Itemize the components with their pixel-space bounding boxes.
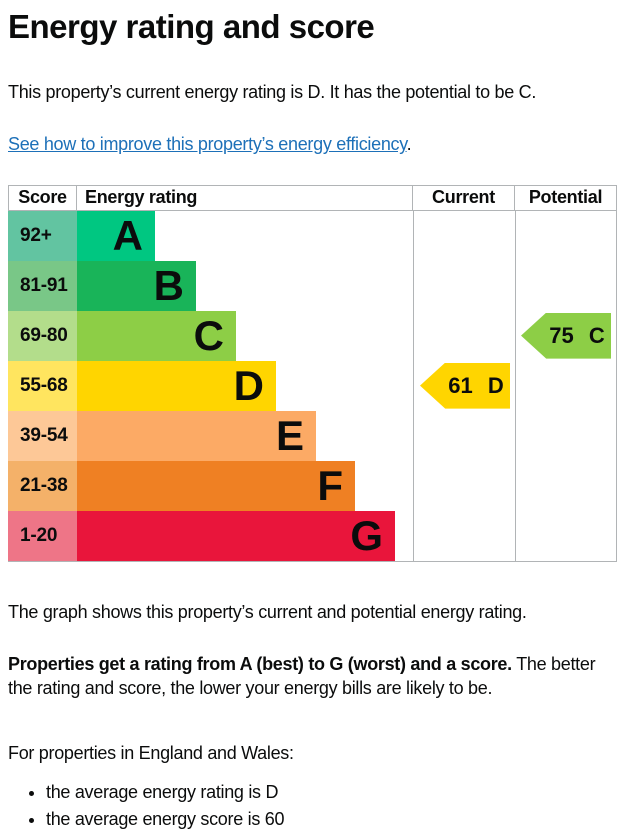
rating-cell-E: E	[77, 410, 413, 461]
list-item-average-score: the average energy score is 60	[46, 806, 624, 833]
potential-cell-A	[515, 210, 617, 261]
band-bar-B: B	[77, 260, 196, 311]
rating-cell-B: B	[77, 260, 413, 311]
improve-link-line: See how to improve this property’s energ…	[8, 132, 624, 156]
rating-explainer: Properties get a rating from A (best) to…	[8, 652, 624, 701]
band-bar-C: C	[77, 310, 236, 361]
list-item-average-rating: the average energy rating is D	[46, 779, 624, 806]
band-letter-E: E	[275, 411, 304, 459]
current-cell-A	[413, 210, 515, 261]
current-cell-D: 61 D	[413, 360, 515, 411]
current-cell-B	[413, 260, 515, 311]
band-letter-C: C	[193, 311, 224, 359]
page-title: Energy rating and score	[8, 8, 375, 45]
chart-body: 92+ A 81-91 B 69-80 C 75 C 55-68 D 61 D 39-54 E 21-3…	[8, 210, 617, 562]
score-label-D: 55-68	[8, 360, 77, 411]
current-rating-label: 61 D	[448, 372, 504, 398]
band-row-G: 1-20 G	[8, 510, 617, 561]
current-cell-G	[413, 510, 515, 561]
potential-column-header: Potential	[514, 185, 616, 210]
potential-rating-arrow: 75 C	[521, 312, 611, 359]
band-letter-A: A	[112, 211, 143, 259]
band-letter-F: F	[317, 461, 343, 509]
potential-cell-B	[515, 260, 617, 311]
rating-cell-F: F	[77, 460, 413, 511]
rating-cell-D: D	[77, 360, 413, 411]
rating-explainer-bold: Properties get a rating from A (best) to…	[8, 653, 512, 674]
chart-header-row: Score Energy rating Current Potential	[8, 184, 617, 211]
potential-cell-E	[515, 410, 617, 461]
band-bar-A: A	[77, 210, 155, 261]
band-bar-E: E	[77, 410, 316, 461]
energy-rating-chart: Score Energy rating Current Potential 92…	[8, 184, 617, 562]
band-bar-F: F	[77, 460, 355, 511]
score-label-C: 69-80	[8, 310, 77, 361]
band-row-E: 39-54 E	[8, 410, 617, 461]
potential-cell-C: 75 C	[515, 310, 617, 361]
band-row-A: 92+ A	[8, 210, 617, 261]
current-cell-C	[413, 310, 515, 361]
averages-list: the average energy rating is D the avera…	[8, 779, 624, 833]
score-column-header: Score	[9, 185, 77, 210]
band-row-B: 81-91 B	[8, 260, 617, 311]
region-heading: For properties in England and Wales:	[8, 743, 294, 764]
current-cell-E	[413, 410, 515, 461]
improve-link[interactable]: See how to improve this property’s energ…	[8, 134, 407, 155]
current-rating-arrow: 61 D	[420, 362, 510, 409]
intro-text: This property’s current energy rating is…	[8, 82, 537, 102]
band-letter-B: B	[153, 261, 184, 309]
current-cell-F	[413, 460, 515, 511]
band-row-F: 21-38 F	[8, 460, 617, 511]
potential-cell-G	[515, 510, 617, 561]
graph-caption: The graph shows this property’s current …	[8, 601, 527, 622]
rating-explainer-rest: The better the rating and score, the low…	[8, 653, 596, 699]
band-row-C: 69-80 C 75 C	[8, 310, 617, 361]
band-letter-G: G	[350, 511, 383, 559]
rating-cell-G: G	[77, 510, 413, 561]
potential-cell-D	[515, 360, 617, 411]
score-label-A: 92+	[8, 210, 77, 261]
score-label-B: 81-91	[8, 260, 77, 311]
band-bar-D: D	[77, 360, 276, 411]
potential-rating-label: 75 C	[549, 322, 605, 348]
score-label-E: 39-54	[8, 410, 77, 461]
current-column-header: Current	[412, 185, 514, 210]
rating-cell-A: A	[77, 210, 413, 261]
band-letter-D: D	[233, 361, 264, 409]
potential-cell-F	[515, 460, 617, 511]
band-bar-G: G	[77, 510, 395, 561]
rating-cell-C: C	[77, 310, 413, 361]
score-label-G: 1-20	[8, 510, 77, 561]
energy-rating-column-header: Energy rating	[85, 187, 198, 208]
score-label-F: 21-38	[8, 460, 77, 511]
improve-link-period: .	[406, 134, 412, 155]
band-row-D: 55-68 D 61 D	[8, 360, 617, 411]
